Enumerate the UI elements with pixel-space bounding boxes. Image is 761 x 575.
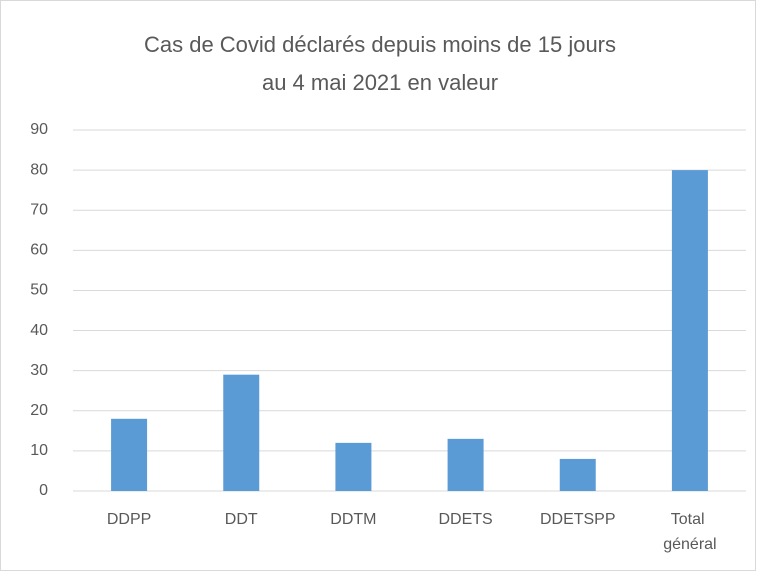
y-tick-label: 50 [30, 282, 48, 299]
x-tick-label: DDETSPP [540, 511, 616, 528]
y-tick-label: 60 [30, 242, 48, 259]
bar [671, 170, 708, 491]
x-tick-label: DDTM [330, 511, 376, 528]
x-tick-label: Total général [663, 511, 716, 553]
x-tick-label: DDPP [107, 511, 151, 528]
bar [111, 418, 148, 491]
bar [559, 458, 596, 491]
x-tick-label: DDETS [438, 511, 492, 528]
y-tick-label: 20 [30, 402, 48, 419]
y-tick-label: 80 [30, 161, 48, 178]
y-tick-label: 30 [30, 362, 48, 379]
y-tick-label: 90 [30, 121, 48, 138]
chart-title: Cas de Covid déclarés depuis moins de 15… [144, 32, 616, 57]
bar [223, 374, 260, 491]
bar [335, 442, 372, 491]
y-tick-label: 40 [30, 322, 48, 339]
x-tick-label: DDT [225, 511, 258, 528]
y-tick-label: 10 [30, 442, 48, 459]
chart-title: au 4 mai 2021 en valeur [262, 70, 498, 95]
y-tick-label: 0 [39, 482, 48, 499]
y-tick-label: 70 [30, 201, 48, 218]
bar [447, 438, 484, 491]
